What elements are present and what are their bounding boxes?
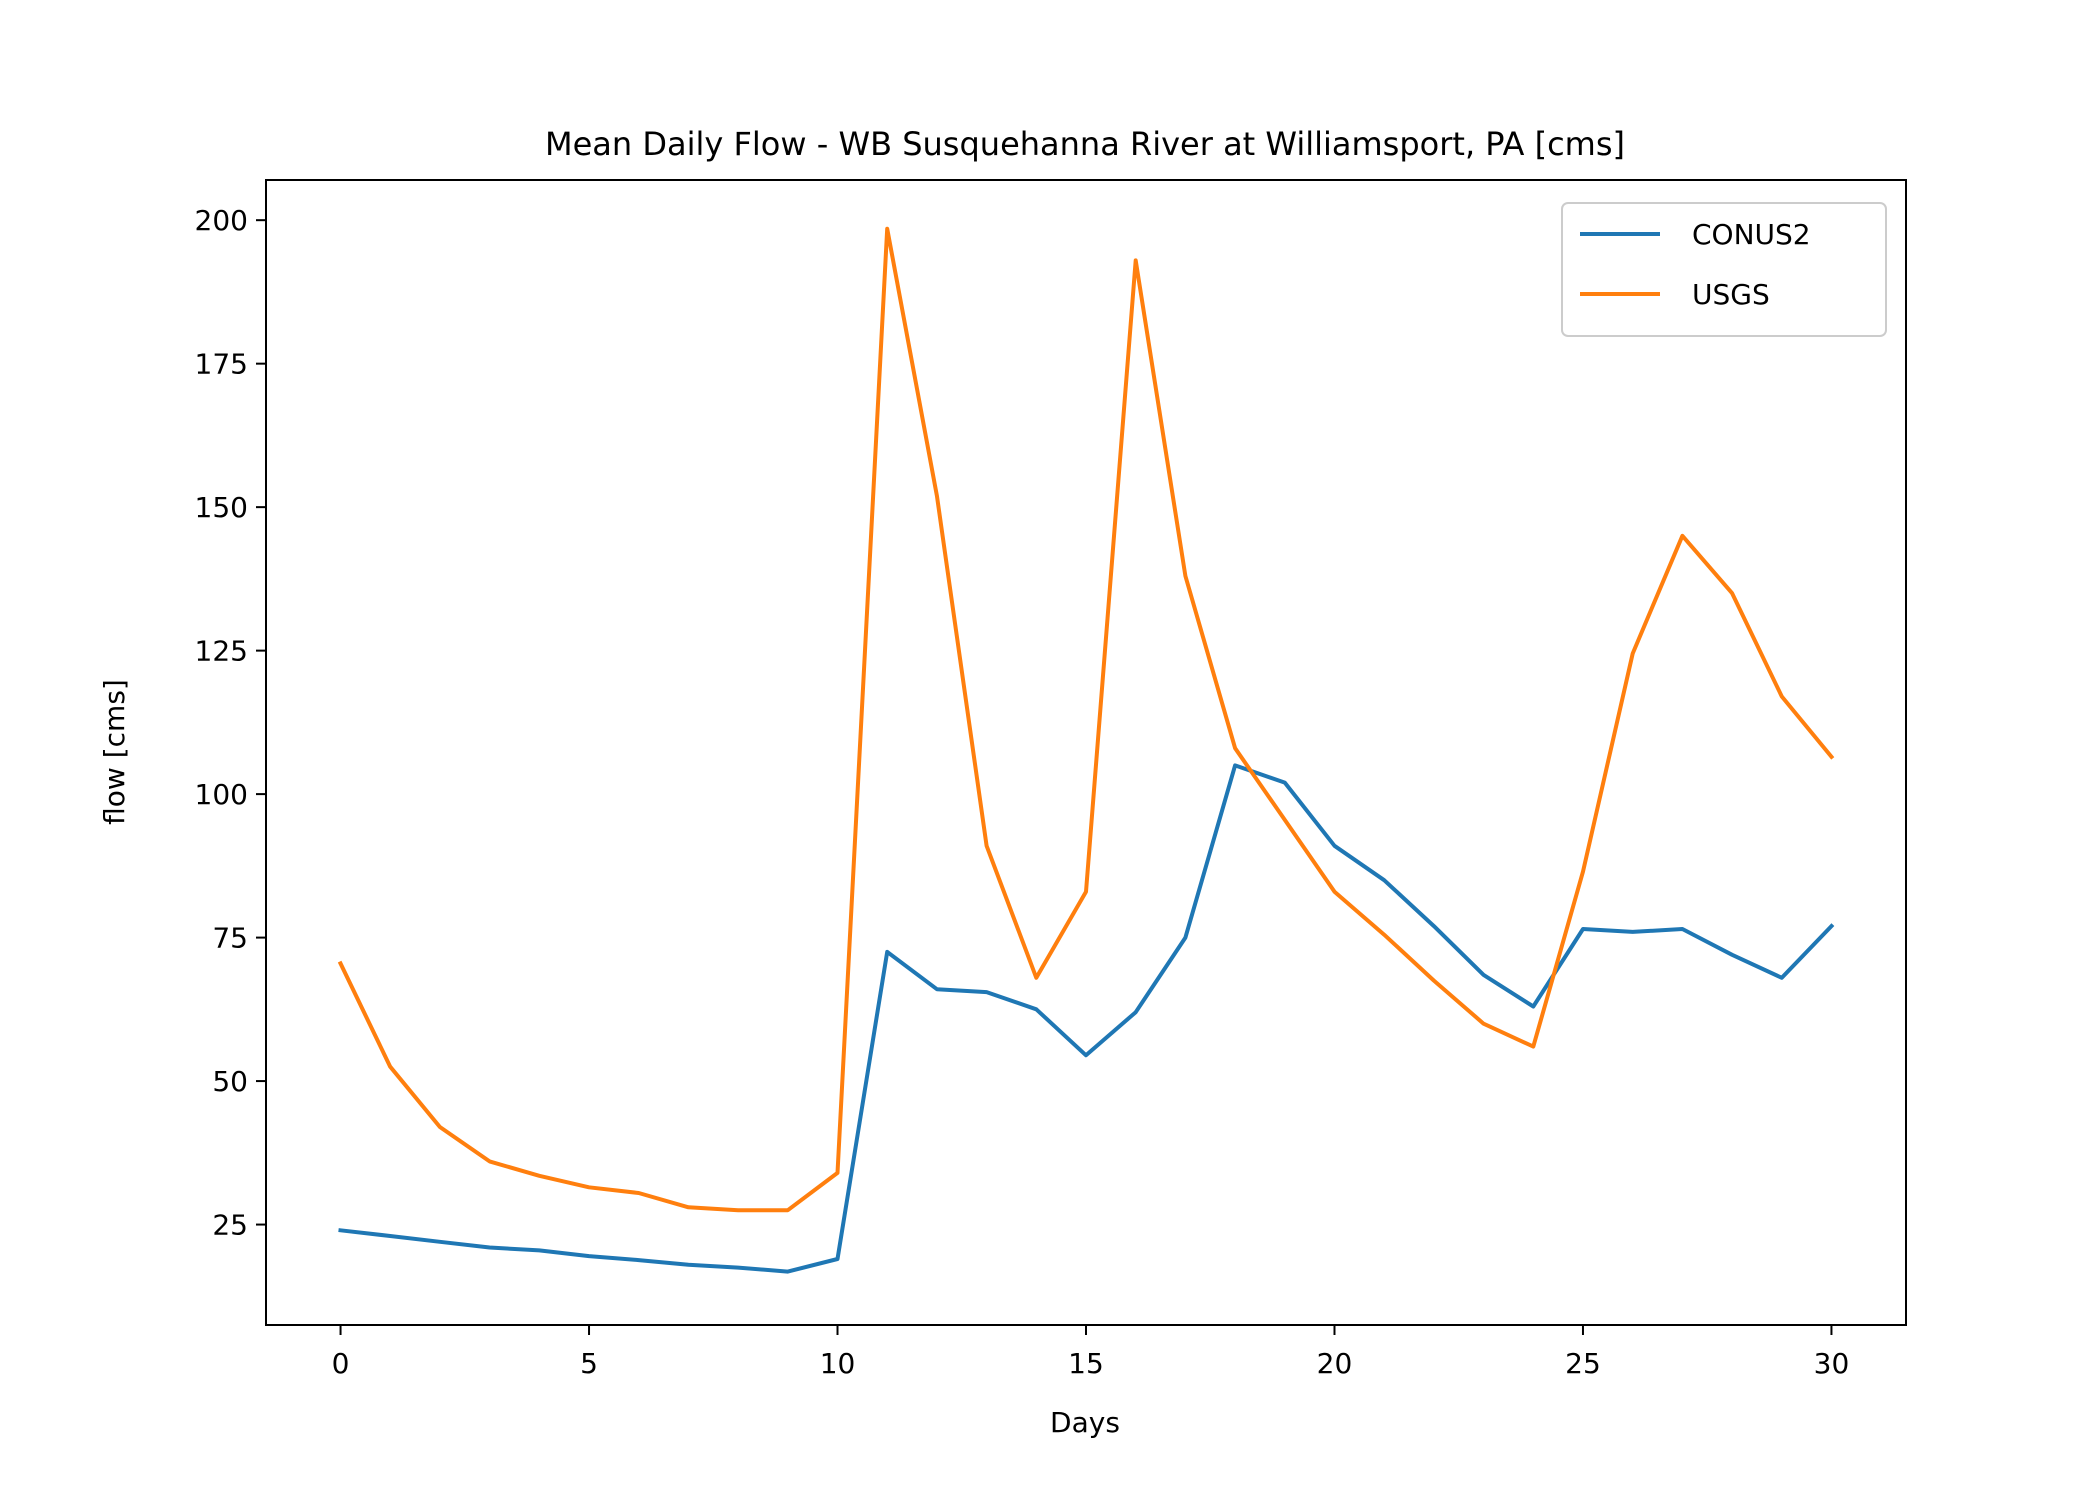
x-axis: 0 5 10 15 20 25 30: [332, 1325, 1850, 1380]
x-tick-label: 10: [820, 1347, 856, 1380]
series-line-conus2: [338, 763, 1835, 1274]
chart-title: Mean Daily Flow - WB Susquehanna River a…: [545, 125, 1625, 163]
y-tick-label: 200: [195, 204, 248, 237]
legend: CONUS2 USGS: [1561, 202, 1887, 337]
x-tick-label: 15: [1068, 1347, 1104, 1380]
series-line-usgs: [337, 226, 1835, 1213]
y-axis: 25 50 75 100 125 150 175 200: [195, 204, 266, 1242]
x-axis-label: Days: [1050, 1406, 1120, 1439]
y-tick-label: 150: [195, 491, 248, 524]
y-tick-label: 100: [195, 778, 248, 811]
legend-frame: [1561, 202, 1887, 337]
y-tick-label: 75: [212, 922, 248, 955]
x-tick-label: 0: [332, 1347, 350, 1380]
series-layer: [337, 226, 1835, 1274]
y-tick-label: 175: [195, 348, 248, 381]
y-tick-label: 50: [212, 1065, 248, 1098]
x-tick-label: 30: [1814, 1347, 1850, 1380]
y-axis-label: flow [cms]: [98, 679, 131, 825]
x-tick-label: 25: [1565, 1347, 1601, 1380]
legend-label-usgs: USGS: [1692, 278, 1770, 311]
y-tick-label: 25: [212, 1209, 248, 1242]
legend-label-conus2: CONUS2: [1692, 218, 1811, 251]
x-tick-label: 20: [1317, 1347, 1353, 1380]
y-tick-label: 125: [195, 635, 248, 668]
x-tick-label: 5: [580, 1347, 598, 1380]
